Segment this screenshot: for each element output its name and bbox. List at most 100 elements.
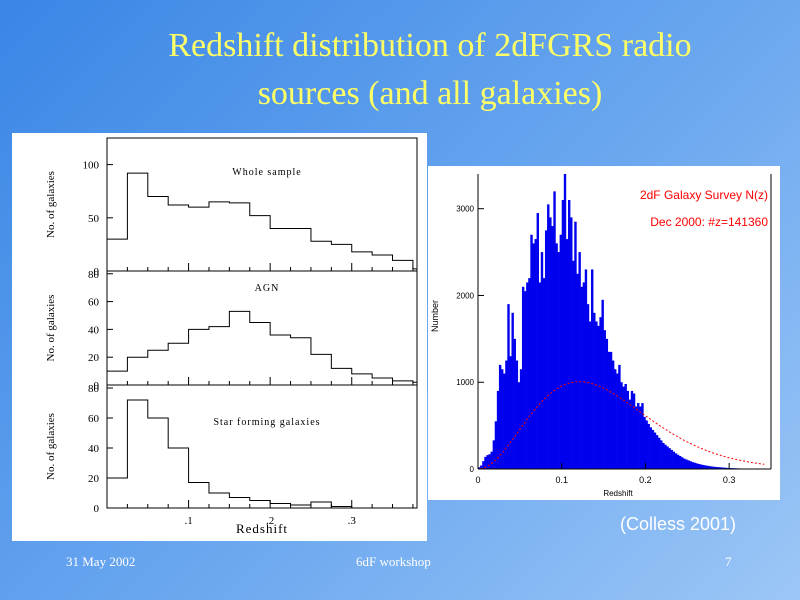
histogram-bar <box>570 217 573 469</box>
x-axis-label: Redshift <box>603 489 633 498</box>
histogram-bar <box>524 291 527 469</box>
radio-sources-histograms-chart: 0 50 100 Whole sample No. of galaxies 0 20 40 60… <box>45 137 418 536</box>
histogram-bar <box>490 451 493 469</box>
histogram-bar <box>532 243 535 469</box>
histogram-bar <box>597 325 600 469</box>
histogram-bar <box>519 369 523 469</box>
histogram-bar <box>494 421 498 469</box>
histogram-bar <box>668 448 671 469</box>
x-tick-label: .3 <box>348 515 357 527</box>
histogram-bar <box>614 369 617 469</box>
histogram-bar <box>624 383 627 469</box>
y-axis-label-2: No. of galaxies <box>45 413 57 480</box>
legend-line2: Dec 2000: #z=141360 <box>650 215 768 229</box>
histogram-bar <box>501 369 504 469</box>
histogram-bar <box>584 269 588 469</box>
x-tick-label: 0.1 <box>555 475 568 485</box>
y-tick-label: 60 <box>88 297 100 309</box>
histogram-bar <box>720 467 724 469</box>
histogram-bar <box>591 269 594 469</box>
y-axis-label-0: No. of galaxies <box>45 171 57 238</box>
histogram-bar <box>593 312 596 469</box>
y-tick-label: 80 <box>88 269 100 281</box>
histogram-bar <box>699 464 703 469</box>
y-tick-label: 40 <box>88 443 100 455</box>
histogram-bar <box>691 462 694 469</box>
histogram-bar <box>716 467 719 469</box>
x-axis-label: Redshift <box>236 521 288 536</box>
histogram-bar <box>496 390 500 469</box>
histogram-bar <box>708 466 711 469</box>
histogram-bar <box>634 406 638 469</box>
panel-frame-2 <box>106 384 418 509</box>
histogram-bar <box>718 467 722 469</box>
histogram-bar <box>603 330 606 469</box>
histogram-bar <box>657 437 661 469</box>
histogram-bar <box>542 278 546 469</box>
histogram-bar <box>641 403 644 469</box>
histogram-bar <box>620 382 623 469</box>
histogram-bar <box>511 312 514 469</box>
histogram-bar <box>509 356 512 469</box>
credit-text: (Colless 2001) <box>620 514 737 534</box>
histogram-bar <box>551 226 554 469</box>
histogram-bar <box>724 467 728 469</box>
y-tick-label: 20 <box>88 352 100 364</box>
histogram-bar <box>678 455 682 469</box>
histogram-bar <box>722 467 726 469</box>
histogram-bar <box>572 260 575 469</box>
y-tick-label: 100 <box>83 160 100 172</box>
histogram-bar <box>639 406 642 469</box>
y-tick-label: 1000 <box>456 378 474 387</box>
histogram-bar <box>492 440 496 469</box>
histogram-bar <box>557 252 560 469</box>
slide-title: Redshift distribution of 2dFGRS radio so… <box>60 22 800 118</box>
y-tick-label: 0 <box>470 465 475 474</box>
histogram-bar <box>653 432 657 469</box>
histogram-bar <box>664 444 667 469</box>
histogram-bar <box>482 461 485 469</box>
histogram-bar <box>503 373 506 469</box>
histogram-bar <box>544 230 548 469</box>
histogram-bar <box>637 403 640 469</box>
radio-sources-histograms-panel: 0 50 100 Whole sample No. of galaxies 0 20 40 60… <box>12 133 427 541</box>
histogram-bar <box>611 360 615 469</box>
histogram-bar <box>632 393 636 469</box>
histogram-bar <box>681 457 684 469</box>
histogram-bar <box>565 239 569 469</box>
histogram-bar <box>576 273 579 469</box>
footer-page-number: 7 <box>725 554 732 569</box>
histogram-bar <box>534 239 537 469</box>
y-tick-label: 60 <box>88 413 100 425</box>
histogram-bar <box>536 213 539 469</box>
y-tick-label: 2000 <box>456 291 474 300</box>
histogram-bar <box>704 465 707 469</box>
histogram-bar <box>574 221 577 469</box>
x-tick-label: 0 <box>475 475 480 485</box>
histogram-bar <box>528 278 531 469</box>
histogram-series-0 <box>106 172 417 271</box>
histogram-bar <box>513 338 516 469</box>
histogram-bar <box>660 440 663 469</box>
histogram-bar <box>538 282 542 469</box>
histogram-bar <box>547 204 550 469</box>
histogram-bar <box>697 463 701 469</box>
histogram-bar <box>693 462 696 469</box>
footer-event: 6dF workshop <box>356 554 431 569</box>
histogram-bar <box>674 453 678 469</box>
histogram-bar <box>622 386 625 469</box>
slide-title-line1: Redshift distribution of 2dFGRS radio <box>168 27 692 64</box>
y-axis-label-1: No. of galaxies <box>45 295 57 362</box>
histogram-bar <box>662 442 665 469</box>
histogram-bar <box>683 458 686 469</box>
histogram-bar <box>521 286 525 469</box>
histogram-bar <box>517 382 521 469</box>
y-tick-label: 0 <box>94 503 100 515</box>
histogram-bar <box>563 174 567 469</box>
histogram-bar <box>498 364 502 469</box>
histogram-bar <box>605 338 609 469</box>
y-tick-label: 40 <box>88 324 100 336</box>
histogram-bar <box>530 234 533 469</box>
histogram-bar <box>628 399 632 469</box>
histogram-bar <box>588 321 592 469</box>
